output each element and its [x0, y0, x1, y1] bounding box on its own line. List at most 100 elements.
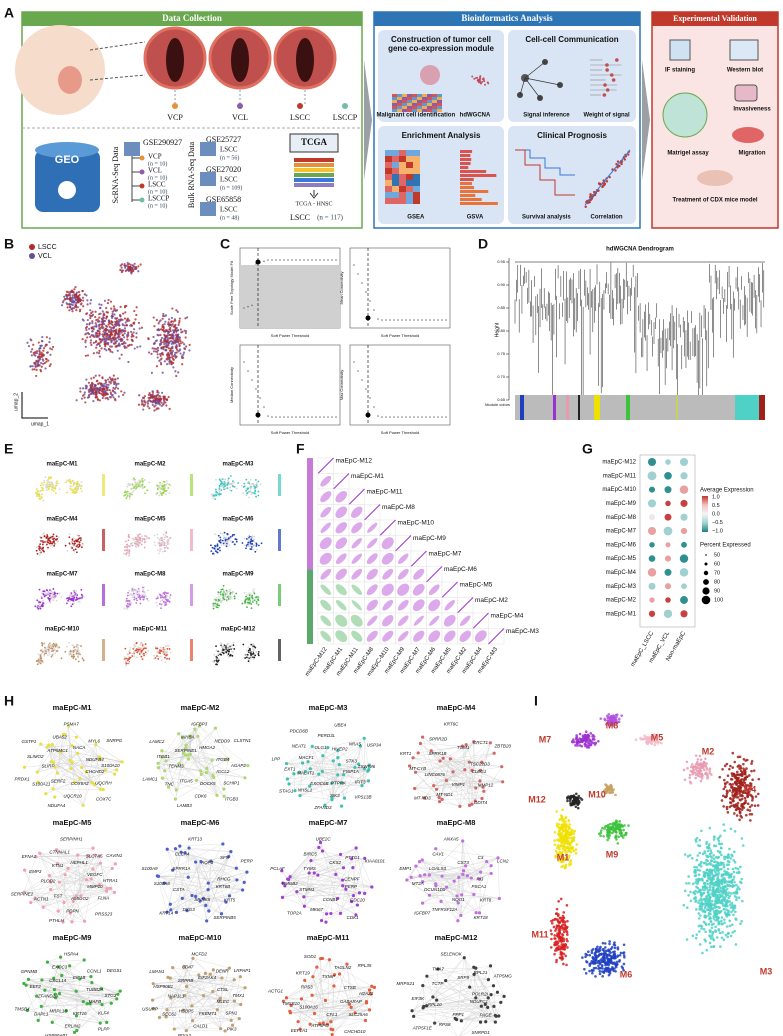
label: VPS13B — [354, 794, 371, 799]
point — [162, 327, 165, 330]
point — [168, 362, 171, 365]
point — [40, 597, 43, 599]
point — [95, 323, 98, 327]
node — [113, 862, 117, 866]
point — [113, 342, 116, 345]
point — [80, 302, 83, 305]
point — [71, 547, 74, 549]
point — [133, 538, 136, 541]
heat — [392, 97, 397, 100]
point — [98, 349, 101, 352]
point — [247, 541, 250, 544]
point — [166, 353, 169, 356]
point — [120, 342, 124, 346]
point — [142, 598, 145, 601]
point — [175, 333, 178, 336]
point — [168, 601, 171, 603]
dot — [679, 568, 689, 577]
colorbar — [102, 474, 105, 496]
point — [62, 299, 65, 302]
label: 1.0 — [712, 494, 720, 500]
heat — [402, 106, 407, 109]
module-bar — [515, 395, 765, 420]
point — [123, 391, 126, 394]
point — [115, 386, 118, 389]
point — [87, 388, 90, 392]
point — [63, 295, 66, 298]
module-color — [566, 395, 569, 420]
point — [158, 539, 161, 542]
label: maEpC-M2 — [181, 703, 220, 712]
point — [162, 533, 165, 536]
point — [311, 259, 313, 261]
point — [95, 396, 99, 399]
point — [40, 592, 43, 594]
point — [233, 595, 236, 598]
point — [71, 488, 73, 491]
label: ScRNA-Seq Data — [111, 146, 120, 203]
point — [223, 535, 225, 537]
point — [251, 540, 253, 543]
label: TCGA — [301, 137, 328, 147]
node — [69, 766, 73, 771]
point — [111, 377, 114, 380]
heat — [412, 100, 417, 103]
point — [44, 345, 47, 348]
point — [135, 332, 138, 335]
label: EXT1 — [284, 767, 296, 772]
point — [153, 347, 156, 350]
point — [248, 483, 251, 486]
label: (n = 56) — [220, 154, 239, 161]
point — [134, 543, 137, 546]
heat — [385, 162, 392, 168]
label: maEpC-M12 — [221, 627, 256, 633]
point — [52, 533, 55, 536]
heat — [407, 94, 412, 97]
point — [220, 482, 223, 485]
panel-label: A — [4, 5, 14, 21]
point — [110, 322, 113, 325]
point — [106, 389, 109, 392]
point — [127, 331, 130, 334]
point — [117, 338, 121, 341]
point — [56, 592, 59, 595]
point — [210, 550, 213, 553]
point — [79, 299, 83, 302]
point — [227, 477, 230, 480]
point — [67, 599, 69, 602]
point — [245, 487, 248, 490]
point — [72, 482, 75, 484]
heat — [432, 100, 437, 103]
point — [50, 483, 53, 486]
point — [257, 480, 260, 483]
colorbar — [190, 639, 193, 661]
point — [74, 658, 77, 661]
point — [211, 495, 214, 498]
point — [41, 533, 44, 536]
point — [299, 259, 301, 261]
point — [69, 594, 72, 596]
point — [168, 648, 171, 650]
heat — [385, 198, 392, 204]
point — [54, 487, 57, 490]
point — [109, 333, 112, 336]
sample-dot — [139, 155, 145, 161]
point — [153, 541, 156, 544]
sample-dot — [139, 197, 145, 203]
point — [72, 597, 75, 600]
point — [36, 552, 39, 555]
point — [40, 652, 43, 655]
point — [123, 306, 127, 309]
label: Soft Power Threshold — [381, 333, 419, 338]
node — [91, 846, 95, 850]
heat — [417, 97, 422, 100]
label: PDPN — [66, 909, 79, 914]
point — [179, 328, 182, 331]
label: maEpC-M1 — [53, 703, 92, 712]
point — [113, 307, 116, 310]
point — [168, 407, 171, 410]
point — [287, 416, 289, 418]
heat — [406, 192, 413, 198]
node — [66, 866, 70, 870]
point — [139, 539, 142, 542]
